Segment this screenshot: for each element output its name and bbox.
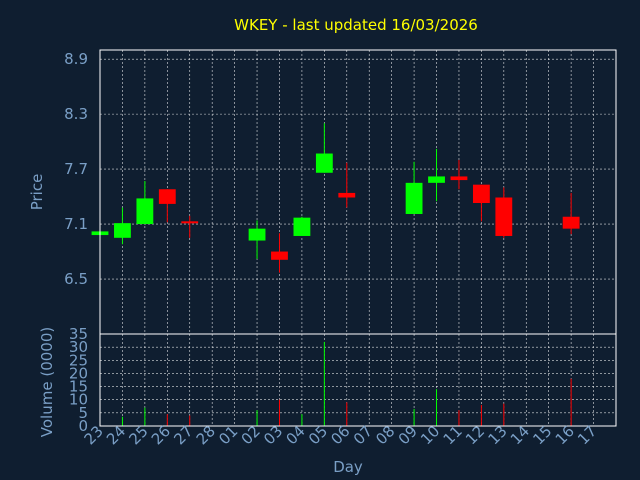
price-panel-frame (99, 49, 617, 335)
candle-body-02 (248, 228, 266, 241)
x-axis-label: Day (333, 458, 363, 476)
candle-body-24 (114, 223, 131, 238)
candle-body-09 (405, 182, 423, 214)
volume-tick-label: 15 (69, 378, 88, 396)
volume-tick-label: 0 (78, 417, 88, 435)
chart-title: WKEY - last updated 16/03/2026 (234, 16, 478, 34)
price-axis-label: Price (28, 174, 46, 211)
candle-body-13 (495, 197, 513, 236)
candle-body-10 (428, 176, 445, 183)
candle-body-16 (562, 216, 580, 229)
volume-tick-label: 25 (69, 351, 88, 369)
price-tick-label: 7.7 (64, 160, 88, 178)
volume-tick-label: 5 (78, 404, 88, 422)
candle-body-04 (293, 217, 311, 236)
volume-tick-label: 20 (69, 364, 88, 382)
price-tick-label: 6.5 (64, 270, 88, 288)
candle-body-03 (271, 251, 288, 260)
volume-tick-label: 30 (69, 338, 88, 356)
candle-body-11 (450, 176, 468, 181)
candle-body-12 (472, 184, 490, 203)
price-tick-label: 8.9 (64, 50, 88, 68)
candle-body-25 (136, 198, 154, 225)
candle-body-05 (315, 153, 333, 173)
volume-axis-label: Volume (0000) (38, 327, 56, 437)
volume-tick-label: 10 (69, 391, 88, 409)
price-tick-label: 7.1 (64, 215, 88, 233)
price-tick-label: 8.3 (64, 105, 88, 123)
candle-body-26 (158, 189, 176, 204)
volume-tick-label: 35 (69, 325, 88, 343)
candle-body-06 (338, 192, 356, 198)
candle-body-27 (181, 221, 199, 224)
volume-panel-frame (99, 333, 617, 427)
